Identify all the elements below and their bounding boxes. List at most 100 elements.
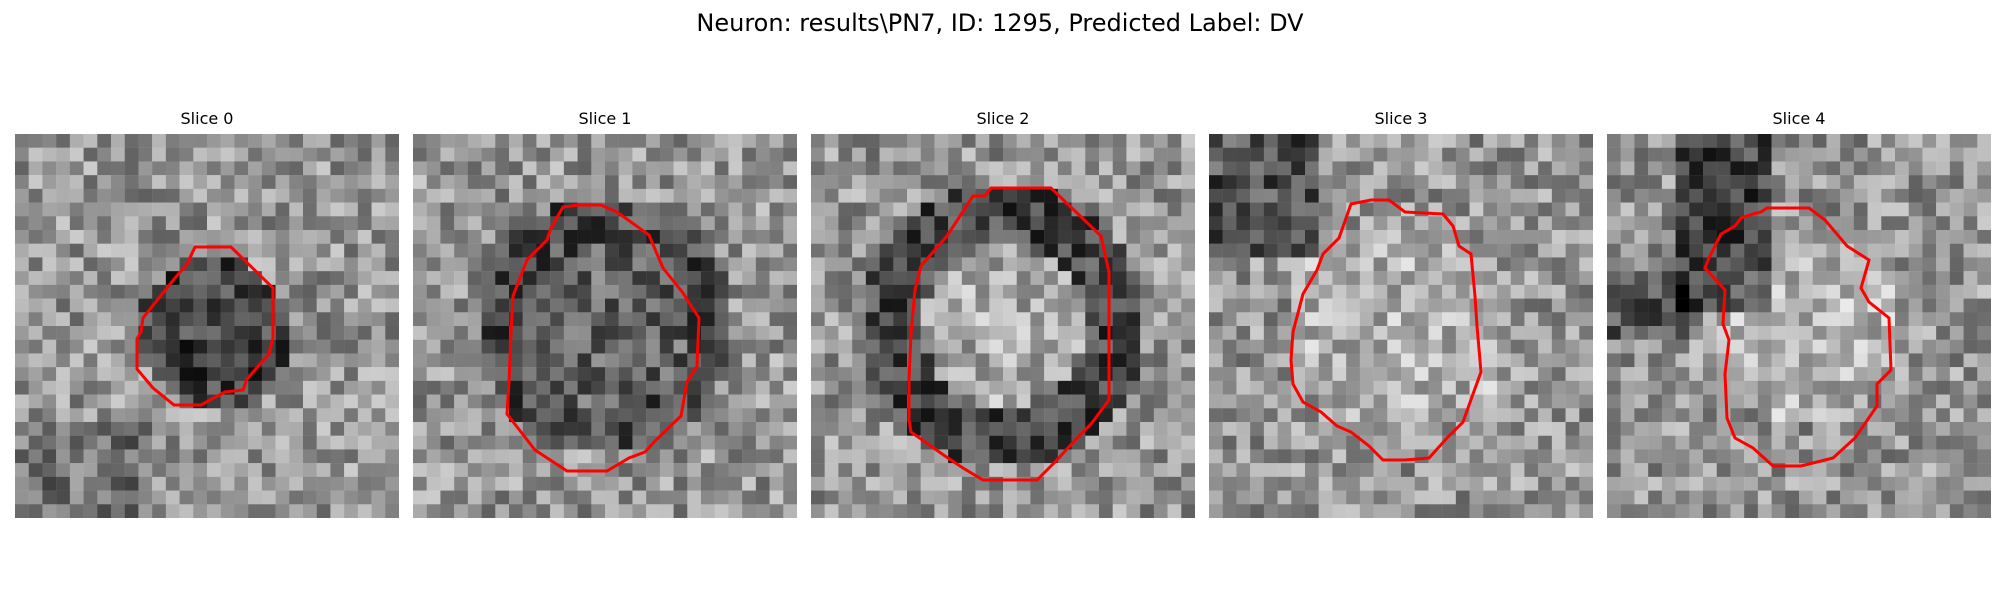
image-pixel (234, 175, 248, 189)
image-pixel (1264, 408, 1278, 422)
image-pixel (330, 340, 344, 354)
image-pixel (372, 463, 386, 477)
image-pixel (1140, 312, 1154, 326)
image-pixel (1566, 189, 1580, 203)
image-pixel (619, 408, 633, 422)
image-pixel (564, 299, 578, 313)
image-pixel (893, 216, 907, 230)
image-pixel (84, 504, 98, 518)
image-pixel (976, 449, 990, 463)
image-pixel (482, 216, 496, 230)
image-pixel (893, 491, 907, 505)
image-pixel (989, 271, 1003, 285)
image-pixel (880, 161, 894, 175)
image-pixel (1785, 285, 1799, 299)
image-pixel (564, 230, 578, 244)
image-pixel (756, 381, 770, 395)
image-pixel (1332, 408, 1346, 422)
image-pixel (962, 353, 976, 367)
image-pixel (742, 244, 756, 258)
image-pixel (866, 422, 880, 436)
image-pixel (166, 161, 180, 175)
image-pixel (1881, 257, 1895, 271)
image-pixel (1319, 326, 1333, 340)
image-pixel (495, 340, 509, 354)
image-pixel (1401, 436, 1415, 450)
image-pixel (852, 449, 866, 463)
image-pixel (1607, 463, 1621, 477)
image-pixel (1552, 230, 1566, 244)
image-pixel (1909, 175, 1923, 189)
image-pixel (921, 367, 935, 381)
image-pixel (1662, 134, 1676, 148)
image-pixel (1428, 285, 1442, 299)
image-pixel (578, 161, 592, 175)
image-pixel (880, 449, 894, 463)
image-pixel (1936, 504, 1950, 518)
image-pixel (1017, 408, 1031, 422)
image-pixel (1676, 189, 1690, 203)
image-pixel (1566, 463, 1580, 477)
image-pixel (29, 216, 43, 230)
image-pixel (701, 436, 715, 450)
image-pixel (317, 148, 331, 162)
image-pixel (1154, 449, 1168, 463)
image-pixel (97, 134, 111, 148)
image-pixel (1072, 244, 1086, 258)
image-pixel (1140, 257, 1154, 271)
image-pixel (715, 189, 729, 203)
image-pixel (783, 244, 797, 258)
image-pixel (632, 381, 646, 395)
image-pixel (330, 230, 344, 244)
image-pixel (180, 367, 194, 381)
image-pixel (29, 381, 43, 395)
image-pixel (358, 326, 372, 340)
image-pixel (248, 189, 262, 203)
image-pixel (1634, 381, 1648, 395)
image-pixel (1154, 504, 1168, 518)
image-pixel (1538, 134, 1552, 148)
image-pixel (193, 203, 207, 217)
image-pixel (976, 436, 990, 450)
image-pixel (564, 381, 578, 395)
image-pixel (1099, 216, 1113, 230)
image-pixel (907, 161, 921, 175)
image-pixel (482, 504, 496, 518)
image-pixel (180, 381, 194, 395)
image-pixel (276, 340, 290, 354)
image-pixel (1881, 504, 1895, 518)
image-pixel (42, 257, 56, 271)
image-pixel (1772, 299, 1786, 313)
image-pixel (1140, 285, 1154, 299)
image-pixel (1511, 422, 1525, 436)
image-pixel (1785, 504, 1799, 518)
image-pixel (1168, 463, 1182, 477)
image-pixel (1456, 285, 1470, 299)
image-pixel (1676, 148, 1690, 162)
image-pixel (1250, 449, 1264, 463)
image-pixel (1566, 285, 1580, 299)
image-pixel (811, 367, 825, 381)
image-pixel (29, 340, 43, 354)
image-pixel (880, 271, 894, 285)
image-pixel (1854, 381, 1868, 395)
image-pixel (234, 203, 248, 217)
image-pixel (1964, 285, 1978, 299)
image-pixel (1278, 189, 1292, 203)
image-pixel (495, 353, 509, 367)
image-pixel (1085, 353, 1099, 367)
image-pixel (468, 326, 482, 340)
image-pixel (276, 367, 290, 381)
image-pixel (1154, 216, 1168, 230)
image-pixel (427, 216, 441, 230)
image-pixel (1579, 244, 1593, 258)
image-pixel (1868, 449, 1882, 463)
image-pixel (84, 216, 98, 230)
image-pixel (125, 312, 139, 326)
slice-image (413, 134, 797, 518)
image-pixel (482, 161, 496, 175)
image-pixel (413, 463, 427, 477)
image-pixel (125, 203, 139, 217)
image-pixel (440, 299, 454, 313)
image-pixel (1703, 340, 1717, 354)
